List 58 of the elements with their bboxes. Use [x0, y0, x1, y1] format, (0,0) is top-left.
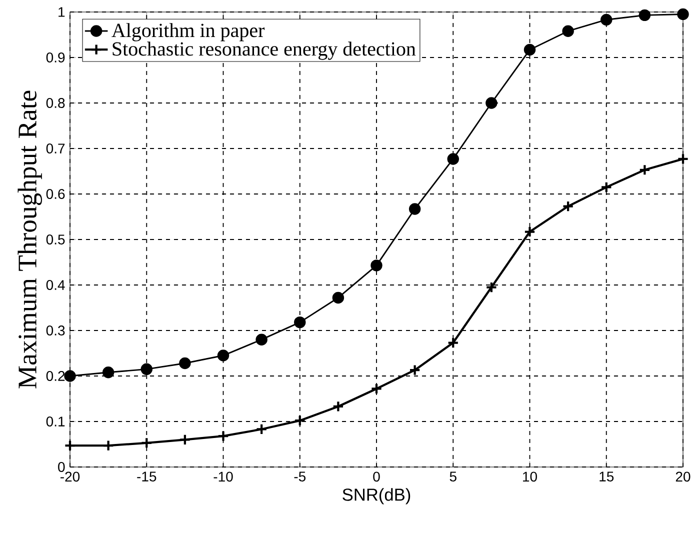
- point: [179, 434, 191, 446]
- point: [179, 357, 191, 370]
- point: [677, 8, 689, 20]
- point: [562, 25, 574, 37]
- x-tick-label: -10: [214, 472, 233, 482]
- point: [408, 364, 421, 376]
- point: [102, 366, 114, 378]
- point: [370, 382, 382, 395]
- legend-label: Algorithm in paper: [112, 23, 265, 42]
- point: [562, 200, 574, 212]
- legend-label: Stochastic resonance energy detection: [112, 42, 416, 60]
- point: [408, 203, 421, 215]
- point: [638, 9, 651, 22]
- x-tick-label: -15: [137, 472, 156, 482]
- point: [600, 181, 612, 194]
- point: [294, 414, 306, 426]
- y-tick-label: 1: [58, 7, 65, 17]
- point: [64, 440, 76, 452]
- x-tick-label: 0: [373, 472, 380, 482]
- point: [332, 292, 344, 304]
- y-tick-label: 0.9: [46, 52, 65, 62]
- point: [332, 400, 344, 412]
- point: [102, 440, 114, 452]
- point: [447, 336, 459, 349]
- point: [217, 350, 230, 362]
- point: [140, 363, 152, 376]
- x-tick-label: -20: [60, 472, 80, 482]
- x-tick-label: 20: [676, 472, 690, 482]
- x-tick-label: 10: [523, 472, 537, 482]
- point: [294, 316, 306, 328]
- point: [140, 437, 152, 449]
- point: [486, 281, 498, 294]
- point: [256, 334, 268, 346]
- point: [64, 370, 76, 382]
- point: [447, 153, 459, 165]
- y-tick-label: 0.1: [46, 416, 65, 426]
- y-axis-title: Maximum Throughput Rate: [18, 90, 42, 388]
- y-tick-label: 0.6: [46, 189, 65, 199]
- point: [217, 430, 230, 442]
- point: [524, 44, 536, 56]
- point: [677, 153, 689, 165]
- point: [638, 164, 651, 176]
- y-tick-label: 0.3: [46, 326, 65, 336]
- point: [524, 226, 536, 238]
- x-tick-label: 5: [450, 472, 456, 482]
- x-tick-label: 15: [600, 472, 614, 482]
- point: [486, 97, 498, 109]
- x-axis-title: SNR(dB): [342, 488, 410, 504]
- y-tick-label: 0: [58, 462, 65, 472]
- point: [256, 423, 268, 436]
- y-tick-label: 0.7: [46, 144, 65, 154]
- point: [600, 14, 612, 26]
- y-tick-label: 0.5: [46, 234, 65, 244]
- y-tick-label: 0.2: [46, 371, 65, 381]
- x-tick-label: -5: [294, 472, 306, 482]
- y-tick-label: 0.4: [46, 280, 65, 290]
- point: [370, 260, 382, 272]
- y-tick-label: 0.8: [46, 98, 65, 108]
